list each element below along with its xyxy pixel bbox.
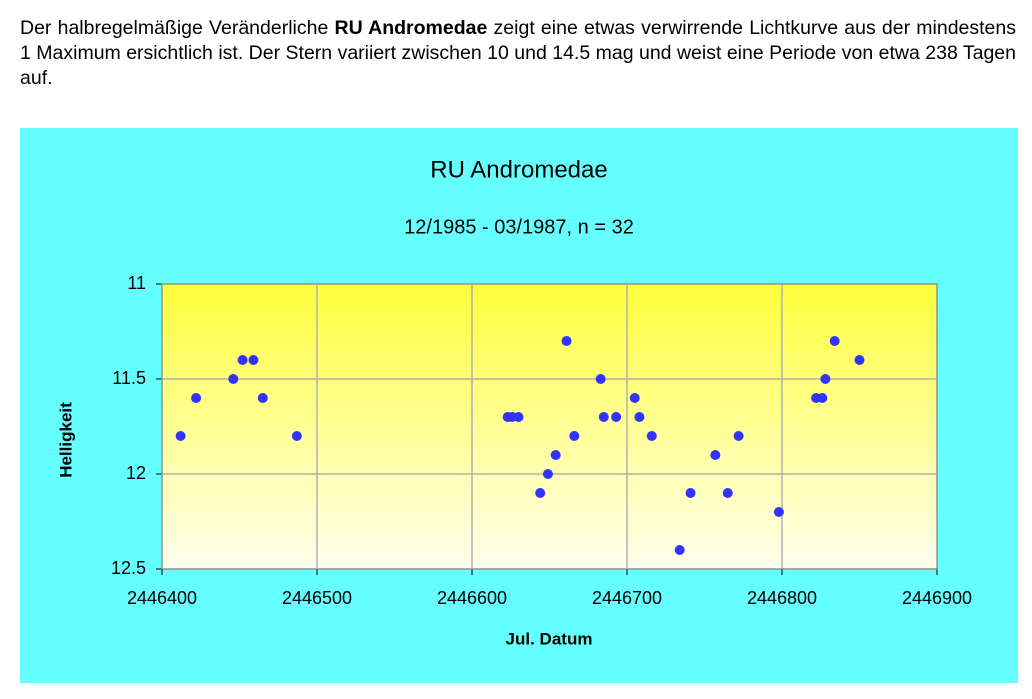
y-tick-label: 11 bbox=[127, 273, 146, 293]
x-tick-label: 2446900 bbox=[902, 588, 972, 608]
bold-text: RU Andromedae bbox=[334, 17, 488, 39]
x-axis-label: Jul. Datum bbox=[506, 629, 593, 648]
data-point bbox=[569, 431, 580, 441]
data-point bbox=[542, 469, 553, 479]
data-point bbox=[535, 488, 546, 498]
text: Der halbregelmäßige Veränderliche bbox=[20, 17, 329, 39]
data-point bbox=[674, 545, 685, 555]
data-point bbox=[722, 488, 733, 498]
data-point bbox=[820, 374, 831, 384]
data-point bbox=[854, 355, 865, 365]
data-point bbox=[595, 374, 606, 384]
plot-border bbox=[161, 283, 938, 570]
x-tick-label: 2446700 bbox=[592, 588, 662, 608]
data-point bbox=[685, 488, 696, 498]
text: zeigt eine etwas verwirrende Lichtkurve … bbox=[20, 17, 1016, 89]
data-point bbox=[817, 393, 828, 403]
data-point bbox=[550, 450, 561, 460]
data-point bbox=[291, 431, 302, 441]
data-point bbox=[257, 393, 268, 403]
data-point bbox=[248, 355, 259, 365]
data-point bbox=[611, 412, 622, 422]
x-tick-label: 2446400 bbox=[127, 588, 197, 608]
data-point bbox=[561, 336, 572, 346]
paragraph: Der halbregelmäßige Veränderliche RU And… bbox=[20, 16, 1016, 91]
x-tick-label: 2446800 bbox=[747, 588, 817, 608]
data-point bbox=[733, 431, 744, 441]
data-point bbox=[634, 412, 645, 422]
y-tick-label: 12 bbox=[126, 463, 146, 483]
plot-area bbox=[162, 284, 937, 569]
data-point bbox=[629, 393, 640, 403]
y-tick-label: 11.5 bbox=[112, 368, 146, 388]
data-point bbox=[513, 412, 524, 422]
y-tick-label: 12.5 bbox=[111, 558, 146, 578]
x-tick-label: 2446600 bbox=[437, 588, 507, 608]
chart-title: RU Andromedae bbox=[430, 156, 607, 183]
y-axis-label: Helligkeit bbox=[56, 402, 75, 478]
data-point bbox=[175, 431, 186, 441]
data-point bbox=[237, 355, 248, 365]
data-point bbox=[598, 412, 609, 422]
data-point bbox=[773, 507, 784, 517]
data-point bbox=[829, 336, 840, 346]
data-point bbox=[710, 450, 721, 460]
data-point bbox=[191, 393, 202, 403]
chart-subtitle: 12/1985 - 03/1987, n = 32 bbox=[404, 216, 634, 238]
data-point bbox=[228, 374, 239, 384]
x-tick-label: 2446500 bbox=[282, 588, 352, 608]
data-point bbox=[646, 431, 657, 441]
